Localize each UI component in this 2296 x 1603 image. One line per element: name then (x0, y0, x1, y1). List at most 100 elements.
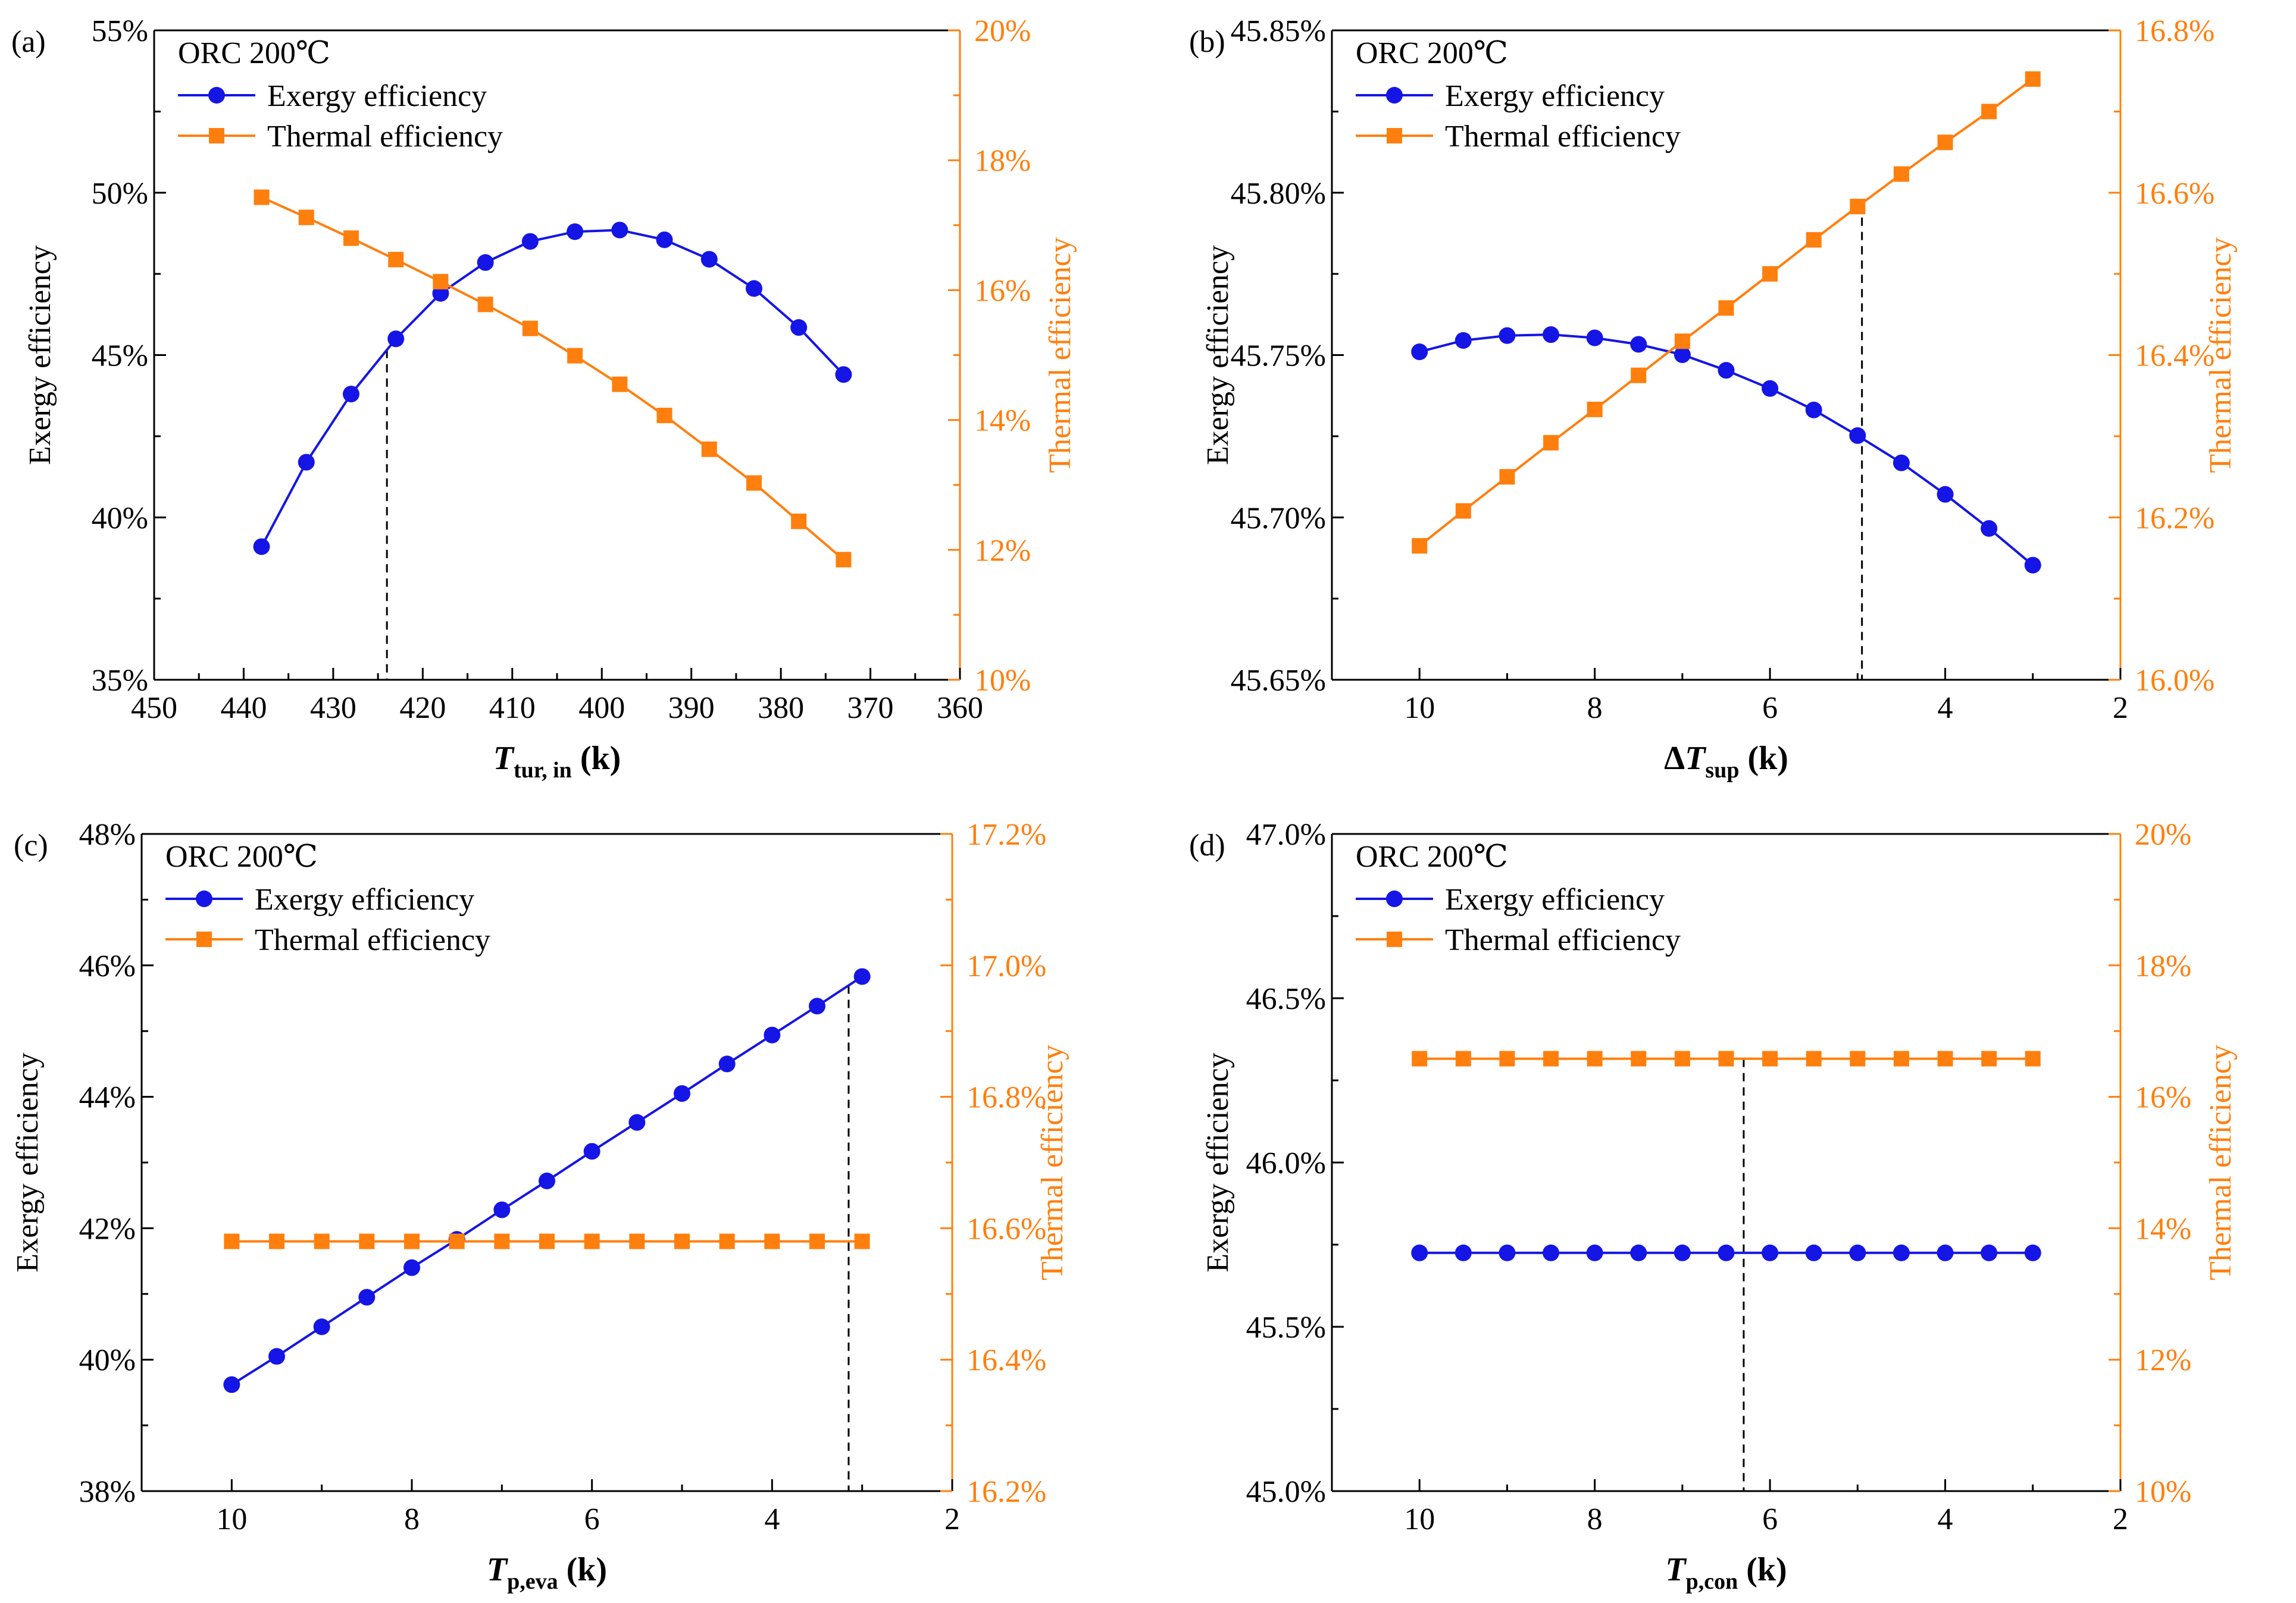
thermal-data-point (584, 1233, 600, 1249)
thermal-data-point (1806, 1051, 1822, 1067)
exergy-data-point (1586, 329, 1603, 346)
legend-title: ORC 200℃ (165, 840, 318, 874)
y-tick-label: 45.0% (1246, 1475, 1326, 1509)
x-tick-label: 10 (1404, 1502, 1435, 1536)
y2-tick-label: 14% (974, 404, 1031, 438)
x-axis-title-prefix: Δ (1664, 740, 1685, 777)
y-tick-label: 45.75% (1231, 339, 1326, 373)
y2-tick-label: 17.0% (966, 949, 1046, 983)
thermal-data-point (1587, 401, 1603, 417)
thermal-data-point (1762, 1051, 1778, 1067)
x-axis-title-symbol: T (1685, 740, 1707, 777)
y2-tick-label: 20% (2135, 818, 2191, 852)
exergy-data-point (1630, 1244, 1647, 1261)
y-tick-label: 45.65% (1231, 664, 1326, 698)
exergy-data-point (1586, 1244, 1603, 1261)
thermal-data-point (343, 230, 359, 246)
x-tick-label: 400 (578, 691, 625, 725)
x-axis-title-unit: (k) (1738, 1551, 1787, 1588)
y-tick-label: 48% (79, 818, 136, 852)
exergy-data-point (567, 223, 584, 240)
x-axis-title-symbol: T (1665, 1551, 1687, 1588)
panel-label: (b) (1189, 25, 1225, 59)
y-tick-label: 40% (92, 501, 148, 535)
thermal-data-point (1981, 1051, 1997, 1067)
y-tick-label: 46.5% (1246, 982, 1326, 1016)
y2-axis-title: Thermal efficiency (1043, 237, 1077, 473)
exergy-data-point (253, 538, 270, 555)
y-tick-label: 50% (92, 177, 148, 211)
y2-tick-label: 16% (974, 274, 1031, 308)
y-axis-title: Exergy efficiency (23, 245, 57, 465)
y-tick-label: 45.5% (1246, 1311, 1326, 1345)
thermal-data-point (1718, 1051, 1734, 1067)
exergy-data-point (1543, 1244, 1560, 1261)
thermal-data-point (1543, 435, 1559, 451)
exergy-data-point (477, 254, 494, 271)
exergy-data-point (1893, 454, 1910, 471)
exergy-data-point (1762, 1244, 1779, 1261)
thermal-data-point (539, 1233, 555, 1249)
exergy-data-point (835, 366, 852, 383)
chart-panel-b: 10 8 6 4 2 45.65% 45.70% 45.75% 45.80% 45.85% 16.0… (1189, 14, 2238, 783)
x-tick-label: 2 (2113, 1502, 2128, 1536)
exergy-data-point (493, 1201, 511, 1218)
legend-thermal-marker (1387, 932, 1402, 947)
legend-exergy-label: Exergy efficiency (267, 79, 487, 113)
x-axis-title-subscript: sup (1705, 758, 1739, 783)
thermal-data-point (1674, 1051, 1690, 1067)
thermal-data-point (1499, 1051, 1515, 1067)
thermal-data-point (656, 407, 672, 423)
y2-axis-title: Thermal efficiency (2204, 237, 2238, 473)
exergy-data-point (1718, 362, 1735, 379)
y-tick-label: 40% (79, 1343, 136, 1377)
y2-tick-label: 16.4% (966, 1343, 1046, 1377)
thermal-data-point (1631, 1051, 1647, 1067)
exergy-data-point (1673, 346, 1691, 363)
thermal-data-point (298, 210, 314, 226)
x-tick-label: 360 (937, 691, 983, 725)
exergy-data-point (1718, 1244, 1735, 1261)
exergy-data-point (2024, 1244, 2041, 1261)
exergy-data-point (1893, 1244, 1910, 1261)
thermal-data-point (612, 376, 628, 392)
x-tick-label: 2 (944, 1502, 960, 1536)
exergy-data-point (1981, 1244, 1998, 1261)
exergy-data-point (674, 1085, 690, 1102)
thermal-data-point (449, 1233, 465, 1249)
y-tick-label: 47.0% (1246, 818, 1326, 852)
thermal-data-point (567, 348, 583, 364)
legend-exergy-marker (1386, 87, 1403, 104)
x-tick-label: 8 (1587, 691, 1603, 725)
y-tick-label: 35% (92, 664, 148, 698)
thermal-data-point (674, 1233, 690, 1249)
thermal-data-point (404, 1233, 420, 1249)
x-axis-title-unit: (k) (558, 1551, 607, 1588)
x-axis-title-unit: (k) (572, 740, 621, 777)
panel-label: (c) (14, 829, 48, 863)
exergy-data-point (718, 1055, 736, 1073)
y2-tick-label: 16.6% (966, 1212, 1046, 1246)
y-tick-label: 46% (79, 949, 136, 983)
y2-tick-label: 10% (2135, 1475, 2191, 1509)
exergy-data-point (342, 385, 359, 402)
y2-tick-label: 12% (974, 534, 1031, 568)
x-axis-title: ΔTsup (k) (1664, 740, 1788, 783)
exergy-data-point (223, 1376, 240, 1393)
y-axis-title: Exergy efficiency (11, 1052, 45, 1272)
x-tick-label: 6 (1762, 691, 1778, 725)
x-axis-title-symbol: T (493, 740, 515, 777)
exergy-data-point (1805, 401, 1822, 418)
legend-exergy-marker (208, 87, 225, 104)
exergy-data-point (1499, 1244, 1516, 1261)
thermal-data-point (1981, 104, 1997, 120)
exergy-data-point (268, 1348, 285, 1365)
exergy-data-point (1543, 326, 1560, 343)
legend-thermal-marker (1387, 128, 1402, 143)
thermal-data-point (224, 1233, 240, 1249)
exergy-data-point (1981, 520, 1998, 537)
x-axis-title-subscript: p,eva (507, 1569, 558, 1594)
thermal-data-point (1937, 1051, 1953, 1067)
y-tick-label: 46.0% (1246, 1146, 1326, 1180)
y-tick-label: 55% (92, 14, 148, 48)
